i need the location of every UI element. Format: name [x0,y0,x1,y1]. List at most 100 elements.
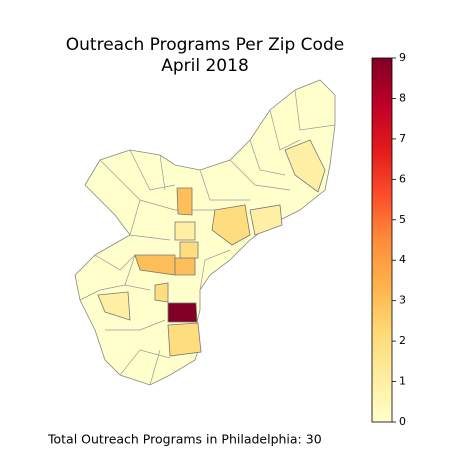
colorbar-frame [371,57,393,423]
colorbar-tick-label: 1 [399,375,406,388]
colorbar-step [372,315,392,320]
colorbar-step [372,215,392,220]
colorbar-tick-label: 9 [399,51,406,64]
regions [97,139,326,357]
colorbar-step [372,191,392,195]
colorbar-step [372,324,392,329]
colorbar-step [372,385,392,390]
colorbar-step [372,343,392,347]
colorbar-step [372,279,392,283]
colorbar-step [372,106,392,111]
colorbar-step [372,145,392,150]
colorbar-step [372,361,392,365]
colorbar-step [372,67,392,71]
colorbar-step [372,200,392,205]
zip-region [176,187,193,216]
colorbar-step [372,158,392,162]
colorbar-step [372,167,392,171]
colorbar-step [372,418,392,423]
colorbar-step [372,133,392,138]
colorbar-step [372,227,392,232]
zip-region [211,204,251,246]
colorbar-step [372,240,392,244]
colorbar-step [372,61,392,65]
colorbar-step [372,236,392,241]
colorbar-step [372,97,392,101]
colorbar-step [372,364,392,368]
colorbar-step [372,370,392,374]
colorbar-tick-label: 0 [399,415,406,428]
zip-region [97,291,131,321]
zip-region [167,302,198,323]
colorbar-step [372,349,392,353]
chart-title: Outreach Programs Per Zip Code [66,35,344,55]
colorbar-tick-label: 2 [399,334,406,347]
colorbar-step [372,58,392,62]
total-annotation: Total Outreach Programs in Philadelphia:… [47,432,322,447]
zip-region [284,139,326,193]
colorbar-step [372,155,392,159]
colorbar-step [372,224,392,229]
colorbar-step [372,139,392,144]
colorbar-step [372,388,392,393]
colorbar-step [372,246,392,250]
colorbar-step [372,318,392,323]
colorbar-step [372,112,392,117]
zip-region [167,322,202,357]
colorbar-step [372,255,392,259]
colorbar-step [372,70,392,74]
colorbar-step [372,82,392,86]
colorbar-step [372,115,392,120]
colorbar-step [372,340,392,344]
colorbar-step [372,243,392,247]
colorbar-step [372,127,392,132]
colorbar-step [372,285,392,290]
colorbar-step [372,346,392,350]
zip-region [154,282,169,303]
colorbar-step [372,152,392,156]
chart-subtitle: April 2018 [161,56,249,76]
colorbar-step [372,221,392,226]
colorbar-step [372,100,392,104]
colorbar-tick-label: 6 [399,172,406,185]
colorbar-step [372,79,392,83]
colorbar-step [372,291,392,296]
colorbar-step [372,303,392,308]
colorbar: 0 1 2 3 4 5 6 7 8 9 [371,51,406,428]
colorbar-step [372,352,392,356]
colorbar-step [372,309,392,314]
colorbar-step [372,185,392,189]
colorbar-step [372,252,392,256]
colorbar-step [372,306,392,311]
colorbar-step [372,376,392,381]
colorbar-step [372,334,392,338]
colorbar-step [372,76,392,80]
colorbar-step [372,161,392,165]
colorbar-step [372,179,392,183]
colorbar-tick-label: 7 [399,132,406,145]
zip-region [174,221,196,241]
colorbar-tick-label: 3 [399,294,406,307]
zip-region [179,241,199,259]
colorbar-step [372,264,392,268]
colorbar-step [372,103,392,108]
colorbar-step [372,64,392,68]
colorbar-step [372,203,392,208]
colorbar-step [372,394,392,399]
colorbar-step [372,88,392,92]
colorbar-step [372,358,392,362]
colorbar-step [372,267,392,271]
colorbar-step [372,109,392,114]
colorbar-step [372,282,392,286]
colorbar-step [372,331,392,335]
colorbar-step [372,412,392,417]
colorbar-tick-label: 5 [399,213,406,226]
colorbar-step [372,409,392,414]
colorbar-step [372,249,392,253]
colorbar-step [372,233,392,238]
colorbar-step [372,124,392,129]
colorbar-step [372,121,392,126]
colorbar-step [372,176,392,180]
